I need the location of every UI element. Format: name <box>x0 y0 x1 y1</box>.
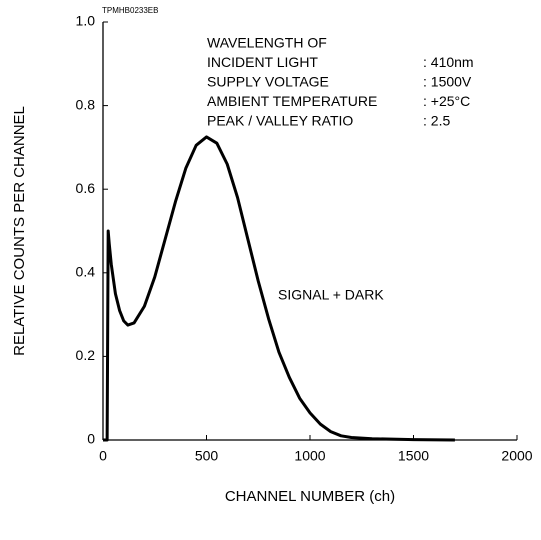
condition-label: AMBIENT TEMPERATURE <box>207 93 377 109</box>
condition-value: : 1500V <box>423 74 472 90</box>
condition-value: : +25°C <box>423 93 470 109</box>
condition-label: INCIDENT LIGHT <box>207 54 318 70</box>
condition-label: SUPPLY VOLTAGE <box>207 74 329 90</box>
y-tick-label: 0.2 <box>76 347 96 363</box>
condition-value: : 2.5 <box>423 113 450 129</box>
condition-value: : 410nm <box>423 54 474 70</box>
x-tick-label: 1500 <box>398 448 429 464</box>
y-tick-label: 0.4 <box>76 264 96 280</box>
figure-code: TPMHB0233EB <box>102 6 158 15</box>
x-tick-label: 500 <box>195 448 219 464</box>
data-line <box>103 135 455 442</box>
y-axis-label: RELATIVE COUNTS PER CHANNEL <box>11 106 28 356</box>
series-label: SIGNAL + DARK <box>278 287 384 303</box>
y-tick-label: 0 <box>87 431 95 447</box>
x-tick-label: 1000 <box>294 448 325 464</box>
x-axis-label: CHANNEL NUMBER (ch) <box>225 488 395 505</box>
condition-label: WAVELENGTH OF <box>207 35 327 51</box>
y-tick-label: 1.0 <box>76 13 96 29</box>
x-tick-label: 2000 <box>501 448 532 464</box>
y-tick-label: 0.8 <box>76 96 96 112</box>
condition-label: PEAK / VALLEY RATIO <box>207 113 353 129</box>
x-tick-label: 0 <box>99 448 107 464</box>
y-tick-label: 0.6 <box>76 180 96 196</box>
